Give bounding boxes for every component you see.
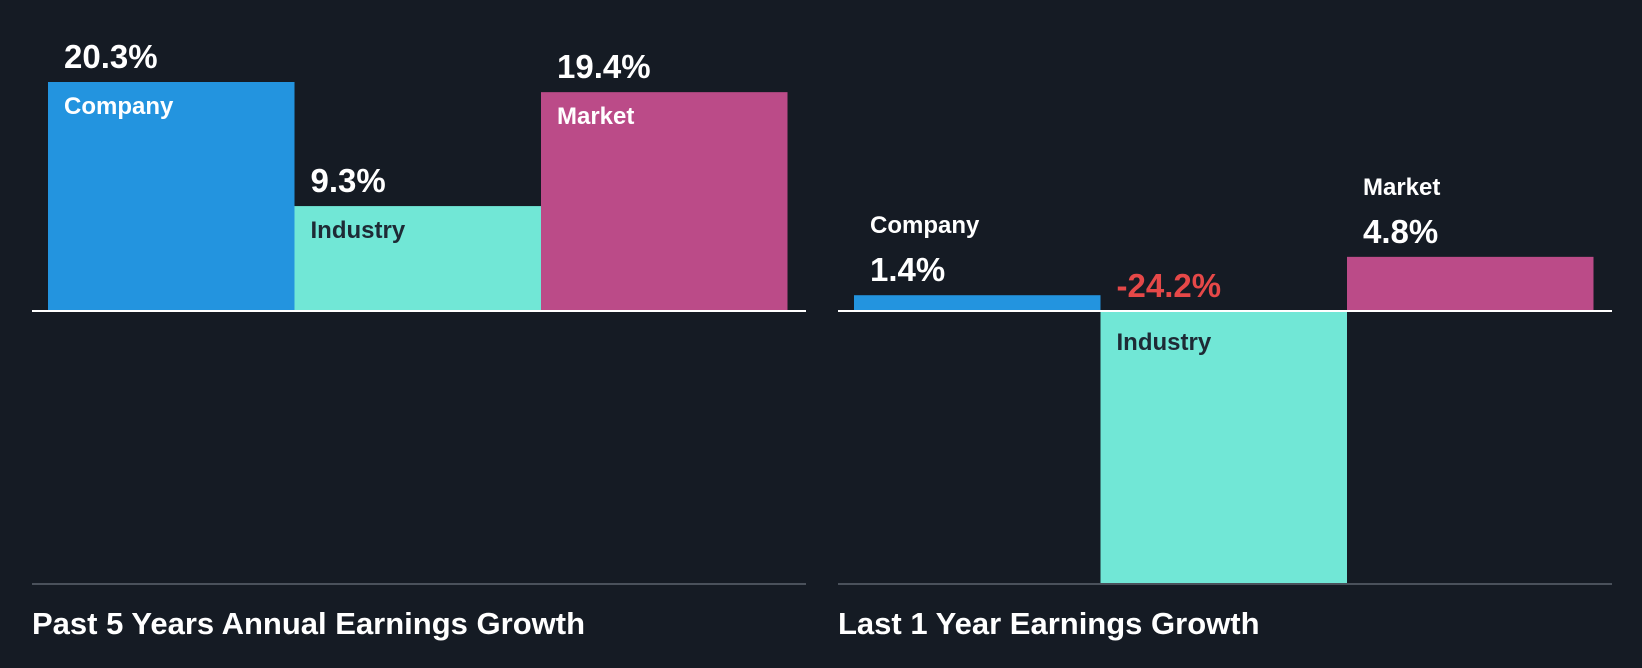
past-5y-value-label-market: 19.4% [557, 48, 651, 85]
past-5-years-chart: 20.3% Company 9.3% Industry 19.4% Market [32, 38, 806, 585]
last-1y-category-label-market: Market [1363, 174, 1440, 201]
past-5y-value-label-company: 20.3% [64, 38, 158, 75]
last-1-year-chart: 1.4% Company -24.2% Industry 4.8% Market [838, 174, 1612, 585]
past-5y-category-label-company: Company [64, 93, 174, 120]
past-5y-bar-industry [294, 206, 541, 311]
last-1y-bar-company [854, 295, 1101, 311]
last-1y-value-label-industry: -24.2% [1117, 267, 1222, 304]
past-5y-category-label-market: Market [557, 103, 634, 130]
last-1-year-chart-title: Last 1 Year Earnings Growth [838, 606, 1260, 641]
past-5y-category-label-industry: Industry [311, 217, 406, 244]
past-5-years-chart-title: Past 5 Years Annual Earnings Growth [32, 606, 586, 641]
last-1y-category-label-industry: Industry [1117, 329, 1212, 356]
last-1y-bar-market [1347, 256, 1594, 311]
past-5y-bar-market [541, 92, 788, 311]
last-1y-category-label-company: Company [870, 212, 980, 239]
last-1y-value-label-company: 1.4% [870, 251, 945, 288]
last-1y-value-label-market: 4.8% [1363, 213, 1438, 250]
past-5y-bar-company [48, 81, 295, 311]
past-5y-value-label-industry: 9.3% [311, 162, 386, 199]
last-1y-bar-industry [1100, 311, 1347, 584]
